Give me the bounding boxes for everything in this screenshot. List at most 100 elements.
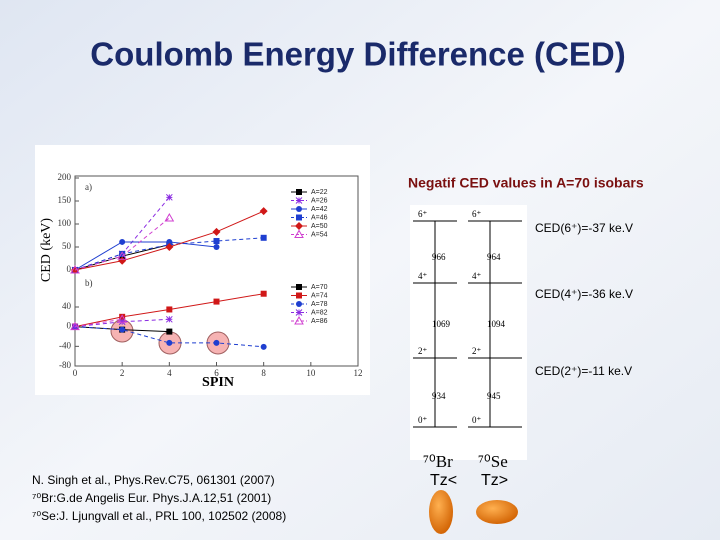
marker [212,227,221,236]
series-line [74,318,123,328]
legend-label: A=86 [311,318,328,325]
legend-marker [296,292,302,299]
x-tick-label: 8 [261,368,266,378]
y-tick-label: 100 [58,218,72,228]
marker [260,234,267,241]
x-tick-label: 6 [214,368,219,378]
level-label: 6⁺ [418,209,428,219]
marker [260,290,267,297]
y-axis-label: CED (keV) [39,218,54,282]
marker [166,328,173,335]
level-label: 0⁺ [418,415,428,425]
level-label: 4⁺ [472,271,482,281]
level-label: 2⁺ [418,346,428,356]
marker [70,321,80,331]
y-tick-label: -40 [59,340,71,350]
legend-marker [296,214,302,221]
scheme-panel [410,205,527,460]
legend-label: A=74 [311,292,328,299]
marker [259,207,268,216]
marker [117,251,128,260]
slide-title: Coulomb Energy Difference (CED) [90,36,625,73]
series-line [74,241,217,271]
reference: N. Singh et al., Phys.Rev.C75, 061301 (2… [32,473,275,487]
legend-marker [294,315,304,325]
legend-label: A=42 [311,206,328,213]
x-tick-label: 12 [354,368,363,378]
legend-marker [296,206,302,212]
level-label: 4⁺ [418,271,428,281]
x-tick-label: 10 [306,368,316,378]
marker [70,264,80,274]
marker [166,339,173,346]
marker [164,213,175,222]
ced-label: CED(2⁺)=-11 ke.V [535,364,632,378]
marker [117,314,128,323]
nucleus-symbol: ⁷⁰Br [423,452,453,471]
marker [119,326,126,333]
y-tick-label: 0 [67,321,72,331]
nucleus-shape [429,490,453,534]
energy-label: 964 [487,252,501,262]
y-tick-label: -80 [59,360,71,370]
marker [165,193,173,201]
legend-label: A=46 [311,214,328,221]
ced-label: CED(6⁺)=-37 ke.V [535,221,633,235]
chart-panel [35,145,370,395]
y-tick-label: 40 [62,301,72,311]
marker [119,250,126,257]
level-label: 0⁺ [472,415,482,425]
legend-marker [296,189,302,195]
marker [213,244,220,250]
marker [213,339,220,346]
y-tick-label: 50 [62,241,72,251]
panel-label: b) [85,278,93,288]
legend-label: A=54 [311,231,328,238]
legend-marker [295,309,303,316]
marker [119,238,126,245]
panel-label: a) [85,182,92,192]
x-tick-label: 0 [73,368,78,378]
series-line [74,326,264,348]
energy-label: 1094 [487,319,506,329]
level-label: 6⁺ [472,209,482,219]
scheme-heading: Negatif CED values in A=70 isobars [408,175,644,191]
marker [71,323,79,331]
energy-label: 966 [432,252,446,262]
energy-label: 945 [487,391,501,401]
nucleus-symbol: ⁷⁰Se [478,452,508,471]
tz-label: Tz> [481,472,508,489]
reference: ⁷⁰Br:G.de Angelis Eur. Phys.J.A.12,51 (2… [32,491,271,505]
y-tick-label: 150 [58,195,72,205]
legend-label: A=26 [311,197,328,204]
legend-label: A=82 [311,309,328,316]
legend-label: A=78 [311,301,328,308]
energy-label: 1069 [432,319,451,329]
legend-label: A=70 [311,284,328,291]
series-line [74,318,170,328]
tz-label: Tz< [430,472,457,489]
x-axis-label: SPIN [202,375,234,390]
marker [166,306,173,313]
legend-marker [295,197,303,204]
marker [213,238,220,245]
marker [165,315,173,323]
marker [118,318,126,326]
legend-marker [295,222,303,230]
legend-label: A=22 [311,189,328,196]
x-tick-label: 4 [167,368,172,378]
ced-label: CED(4⁺)=-36 ke.V [535,287,633,301]
legend-label: A=50 [311,223,328,230]
marker [260,343,267,350]
level-lines [413,220,522,428]
nucleus-shape [476,500,518,524]
marker [119,313,126,320]
legend-marker [296,301,302,307]
marker [213,298,220,305]
series-line [74,217,170,271]
marker [165,243,174,251]
legend-marker [296,284,302,290]
reference: ⁷⁰Se:J. Ljungvall et al., PRL 100, 10250… [32,509,286,523]
